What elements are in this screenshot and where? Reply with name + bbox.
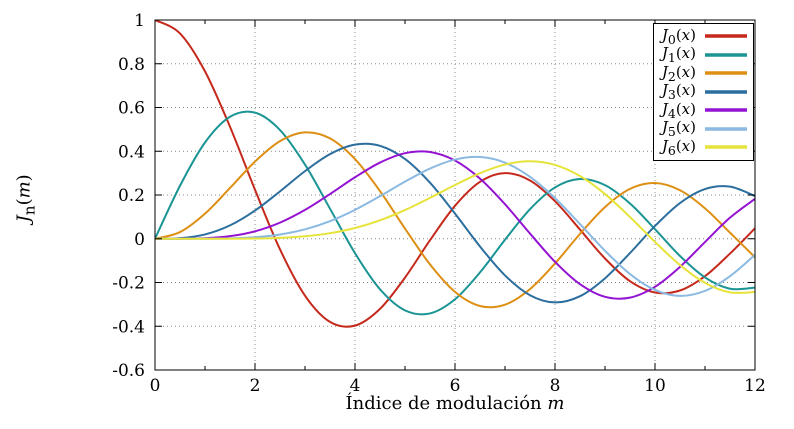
legend-line-sample <box>705 90 747 94</box>
legend-label: J3(x) <box>661 81 696 103</box>
legend-label: J6(x) <box>661 136 696 158</box>
x-tick-label: 4 <box>350 376 361 396</box>
curve-J5x <box>155 155 755 297</box>
legend-entry-J3x: J3(x) <box>661 81 748 103</box>
legend-line-sample <box>705 34 747 38</box>
legend-line-sample <box>705 108 747 112</box>
tick-labels: 0 2 4 6 8 10 12 -0.6 -0.4 -0.2 0 0.2 0.4 0.6 0.8 1 <box>112 11 766 396</box>
curve-J1x <box>155 110 755 316</box>
legend-label: J4(x) <box>661 99 696 121</box>
legend-entry-J1x: J1(x) <box>661 44 748 66</box>
legend-label: J0(x) <box>661 25 696 47</box>
legend-entry-J4x: J4(x) <box>661 99 748 121</box>
legend-label: J1(x) <box>661 44 696 66</box>
y-tick-label: -0.6 <box>112 361 145 381</box>
x-tick-label: 10 <box>644 376 666 396</box>
x-tick-label: 6 <box>450 376 461 396</box>
tick-marks <box>154 19 756 371</box>
x-axis-label-variable: m <box>547 393 565 414</box>
legend-line-sample <box>705 127 747 131</box>
legend-line-sample <box>705 145 747 149</box>
x-axis-label: Índice de modulación m <box>155 393 755 414</box>
x-tick-label: 0 <box>150 376 161 396</box>
legend-label: J5(x) <box>661 118 696 140</box>
legend-label: J2(x) <box>661 62 696 84</box>
y-tick-label: 0.6 <box>118 99 145 119</box>
y-tick-label: 0 <box>134 230 145 250</box>
y-tick-label: 0.4 <box>118 142 145 162</box>
x-axis-label-text: Índice de modulación <box>345 393 542 414</box>
legend-entry-J0x: J0(x) <box>661 25 748 47</box>
y-tick-label: -0.2 <box>112 274 145 294</box>
curve-group <box>155 20 755 328</box>
y-tick-label: 0.2 <box>118 186 145 206</box>
legend-entry-J2x: J2(x) <box>661 62 748 84</box>
x-tick-label: 8 <box>550 376 561 396</box>
y-axis-label: Jn(m) <box>13 174 39 223</box>
y-tick-label: 1 <box>134 11 145 31</box>
y-tick-label: 0.8 <box>118 55 145 75</box>
legend-box: J0(x) J1(x) J2(x) J3(x) J4(x) J5(x) J6(x) <box>652 23 754 161</box>
legend-line-sample <box>705 53 747 57</box>
curve-J2x <box>155 131 755 309</box>
legend-entry-J5x: J5(x) <box>661 118 748 140</box>
x-tick-label: 2 <box>250 376 261 396</box>
legend-line-sample <box>705 71 747 75</box>
curve-J6x <box>155 160 755 294</box>
y-tick-label: -0.4 <box>112 317 145 337</box>
curve-J3x <box>155 142 755 304</box>
x-tick-label: 12 <box>744 376 766 396</box>
legend-entry-J6x: J6(x) <box>661 136 748 158</box>
curve-J0x <box>155 20 755 328</box>
